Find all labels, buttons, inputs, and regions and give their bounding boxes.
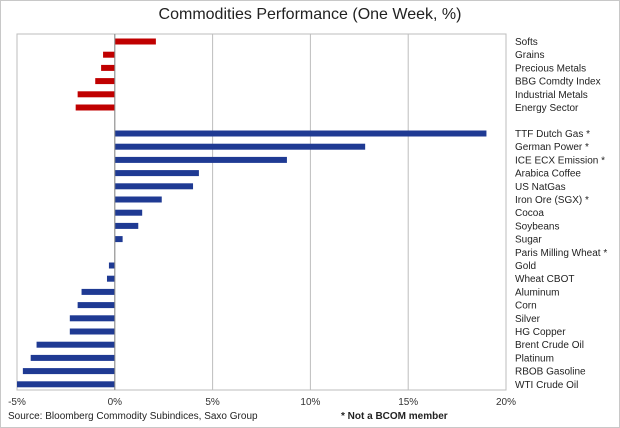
- category-label: ICE ECX Emission *: [515, 155, 605, 166]
- x-tick-label: 20%: [496, 397, 516, 408]
- category-label: Silver: [515, 314, 541, 325]
- bcom-note: * Not a BCOM member: [341, 411, 448, 422]
- bar: [69, 315, 115, 322]
- source-note: Source: Bloomberg Commodity Subindices, …: [8, 411, 258, 422]
- bar: [114, 236, 123, 243]
- plot-area: [16, 33, 507, 391]
- chart-title: Commodities Performance (One Week, %): [158, 6, 462, 23]
- category-label: WTI Crude Oil: [515, 380, 578, 391]
- bar: [101, 64, 115, 71]
- bar: [114, 222, 139, 229]
- category-label: Cocoa: [515, 208, 544, 219]
- category-label: Corn: [515, 301, 537, 312]
- category-label: Platinum: [515, 353, 554, 364]
- category-label: TTF Dutch Gas *: [515, 129, 590, 140]
- category-label: Industrial Metals: [515, 90, 588, 101]
- bar: [95, 78, 115, 85]
- category-label: Softs: [515, 37, 538, 48]
- x-tick-label: -5%: [8, 397, 26, 408]
- bar: [77, 91, 115, 98]
- bar: [114, 170, 199, 177]
- bar: [81, 288, 115, 295]
- bar: [114, 130, 487, 137]
- bar: [106, 275, 115, 282]
- x-tick-label: 10%: [300, 397, 320, 408]
- category-label: Wheat CBOT: [515, 274, 574, 285]
- bar: [69, 328, 115, 335]
- category-label: Aluminum: [515, 287, 559, 298]
- bar: [36, 341, 115, 348]
- bar: [103, 51, 115, 58]
- bar: [17, 381, 115, 388]
- x-tick-label: 15%: [398, 397, 418, 408]
- bar: [114, 156, 287, 163]
- category-label: HG Copper: [515, 327, 566, 338]
- category-label: Gold: [515, 261, 536, 272]
- bar: [22, 368, 115, 375]
- bar: [114, 143, 366, 150]
- category-label: Sugar: [515, 235, 542, 246]
- category-label: Energy Sector: [515, 103, 579, 114]
- category-label: Soybeans: [515, 221, 559, 232]
- category-label: Iron Ore (SGX) *: [515, 195, 589, 206]
- bar: [114, 38, 156, 45]
- bar: [77, 302, 115, 309]
- bar: [30, 354, 115, 361]
- x-tick-label: 0%: [108, 397, 123, 408]
- bar: [114, 209, 143, 216]
- bar: [75, 104, 115, 111]
- category-label: Brent Crude Oil: [515, 340, 584, 351]
- category-label: BBG Comdty Index: [515, 77, 601, 88]
- category-label: German Power *: [515, 142, 589, 153]
- category-label: Grains: [515, 50, 544, 61]
- category-label: RBOB Gasoline: [515, 367, 586, 378]
- bar: [114, 183, 194, 190]
- bar: [114, 196, 162, 203]
- category-label: US NatGas: [515, 182, 566, 193]
- category-label: Arabica Coffee: [515, 169, 581, 180]
- category-label: Precious Metals: [515, 63, 586, 74]
- x-tick-label: 5%: [205, 397, 220, 408]
- category-label: Paris Milling Wheat *: [515, 248, 607, 259]
- bar: [108, 262, 115, 269]
